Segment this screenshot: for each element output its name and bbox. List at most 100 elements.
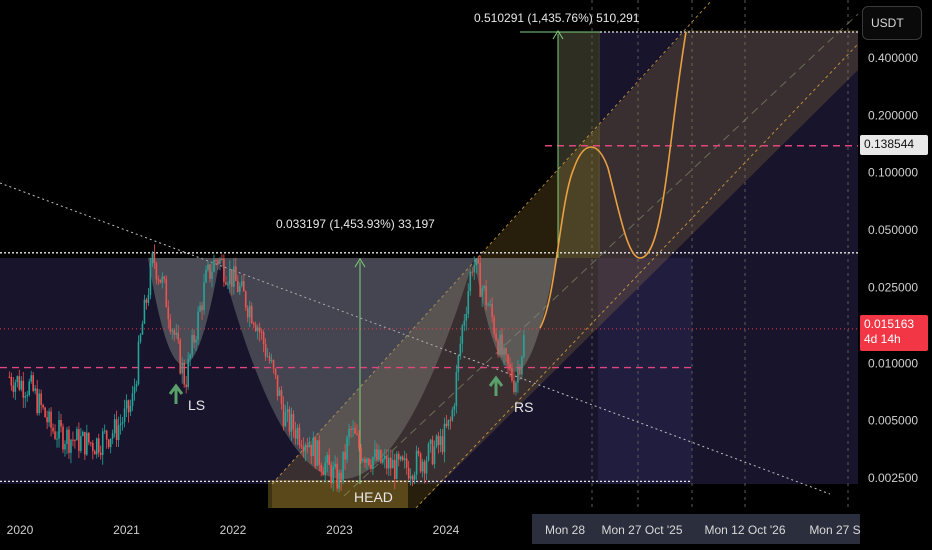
y-tick-label: 0.010000 [868,356,918,370]
candle-body [389,457,392,469]
candle-body [72,439,74,441]
candle-body [264,344,267,357]
candle-body [195,339,197,343]
candle-body [64,444,66,450]
candle-body [419,453,422,472]
candle-body [237,280,239,293]
candle-body [449,419,452,421]
candle-body [28,381,31,395]
candle-body [336,463,338,489]
candle-body [181,362,183,374]
candle-body [250,305,253,324]
projection-curve [539,31,687,329]
candle-body [32,375,34,391]
measure-label-small: 0.033197 (1,453.93%) 33,197 [276,217,435,231]
candle-body [441,436,444,453]
candle-body [330,464,332,484]
y-tick-label: 0.050000 [868,223,918,237]
candle-body [151,252,154,264]
candle-body [193,334,195,343]
candle-body [213,259,215,272]
candle-body [16,376,19,383]
candle-body [145,299,148,303]
reference-price-tag: 0.138544 [860,135,928,155]
candle-body [105,430,108,440]
candle-body [380,449,382,463]
candle-body [80,436,82,451]
candle-body [201,305,203,311]
candle-body [328,455,330,465]
candle-body [294,429,297,439]
candle-body [254,324,257,331]
measure-arrow-small-head [354,258,366,268]
candle-body [147,295,150,303]
candle-body [439,436,442,446]
candle-body [326,455,329,464]
candle-body [362,459,364,462]
candle-body [364,459,366,463]
x-tick-label: 2020 [7,523,34,537]
candle-body [280,390,283,404]
candle-body [509,364,511,368]
candle-body [52,427,54,432]
candle-body [42,404,44,408]
measure-arrow-large-head [552,30,564,40]
currency-selector-button[interactable]: USDT [862,6,922,40]
shoulder-arrow-head [488,375,504,387]
candle-body [292,414,295,430]
candle-body [471,271,474,273]
candle-body [159,279,162,283]
candle-body [368,458,370,465]
measure-label-large: 0.510291 (1,435.76%) 510,291 [474,11,640,25]
candle-body [429,439,432,444]
time-axis[interactable]: 2020 2021 2022 2023 2024 [7,523,460,537]
candle-body [314,437,317,466]
y-tick-label: 0.100000 [868,166,918,180]
candle-body [137,341,140,385]
x-tick-label: 2024 [433,523,460,537]
candle-body [461,325,464,344]
candle-body [469,271,472,292]
candle-body [189,354,191,359]
candle-body [86,432,88,455]
candle-body [177,332,180,340]
x-tick-label: 2022 [220,523,247,537]
future-date-gridlines [591,0,849,508]
candle-body [421,461,424,472]
candle-body [391,460,394,469]
candle-body [139,334,142,342]
projected-price-path [539,31,687,329]
channel-fill [272,30,858,508]
candle-body [125,400,128,409]
countdown-value: 4d 14h [864,332,901,346]
candle-body [342,451,344,482]
candle-body [219,259,221,265]
candle-body [30,375,33,382]
channel-upper-line [271,0,713,485]
channel-lower-line [415,43,859,509]
last-price-value: 0.015163 [864,317,915,331]
candle-body [56,438,58,440]
candle-body [370,464,372,469]
candle-body [74,440,76,442]
candle-body [20,380,23,390]
candle-body [149,263,152,296]
candle-body [374,449,376,458]
candle-body [205,269,207,283]
candle-body [26,394,29,397]
price-axis[interactable]: 0.400000 0.200000 0.100000 0.050000 0.025000… [868,51,918,485]
candle-body [260,332,263,334]
last-price-tag: 0.015163 4d 14h [860,315,928,351]
candle-body [431,439,434,465]
candle-body [272,360,275,369]
ascending-channel [0,0,859,509]
candle-body [233,266,235,287]
candle-body [513,380,515,392]
candle-body [235,266,237,281]
candle-body [240,281,243,287]
candle-body [376,449,378,460]
candle-body [463,320,466,326]
candle-body [183,362,185,385]
candle-body [66,429,68,445]
